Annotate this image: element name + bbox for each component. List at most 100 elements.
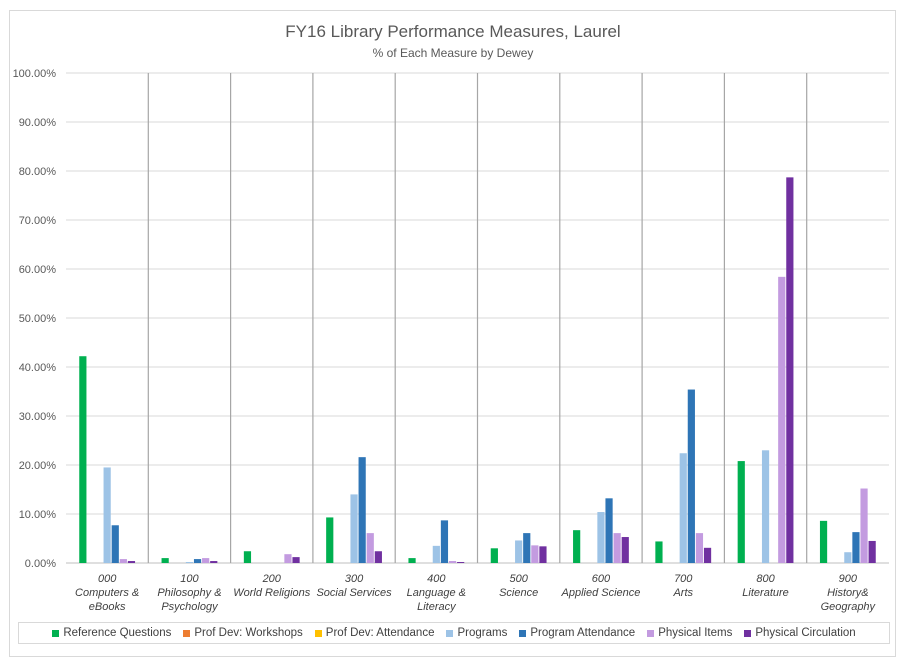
legend-swatch bbox=[519, 629, 527, 637]
x-category-label: History& bbox=[827, 587, 869, 599]
bar-physical-circulation-700 bbox=[703, 547, 712, 563]
bar-programs-600 bbox=[597, 512, 605, 563]
bar-physical-items-000 bbox=[119, 559, 127, 563]
bar-program-attendance-600 bbox=[605, 498, 613, 563]
bar-programs-400 bbox=[432, 545, 440, 563]
bar-physical-circulation-800 bbox=[786, 177, 794, 563]
bar-programs-100 bbox=[185, 562, 194, 563]
bar-program-attendance-900 bbox=[852, 532, 860, 563]
y-tick-label: 10.00% bbox=[19, 509, 57, 521]
x-category-label: Social Services bbox=[316, 587, 392, 599]
x-category-label: 500 bbox=[509, 573, 528, 585]
legend-item: Programs bbox=[446, 627, 507, 639]
bar-programs-700 bbox=[679, 453, 687, 563]
bar-reference-questions-500 bbox=[490, 548, 498, 563]
x-category-label: 800 bbox=[756, 573, 775, 585]
legend-item: Program Attendance bbox=[519, 627, 635, 639]
x-category-label: Computers & bbox=[75, 587, 139, 599]
bar-reference-questions-800 bbox=[737, 461, 745, 563]
x-category-label: 700 bbox=[674, 573, 693, 585]
bar-programs-300 bbox=[350, 494, 358, 563]
legend-item: Prof Dev: Attendance bbox=[314, 627, 435, 639]
y-tick-label: 100.00% bbox=[13, 68, 57, 80]
y-tick-label: 70.00% bbox=[19, 215, 57, 227]
bar-physical-circulation-000 bbox=[127, 561, 136, 563]
y-tick-label: 40.00% bbox=[19, 362, 57, 374]
legend-item: Prof Dev: Workshops bbox=[183, 627, 303, 639]
bar-reference-questions-100 bbox=[161, 558, 169, 563]
legend-swatch bbox=[647, 629, 655, 637]
bar-program-attendance-000 bbox=[111, 525, 119, 563]
bar-reference-questions-900 bbox=[819, 520, 828, 563]
bar-physical-circulation-500 bbox=[539, 546, 547, 563]
y-tick-label: 0.00% bbox=[25, 558, 56, 570]
legend-swatch bbox=[446, 629, 454, 637]
chart-subtitle: % of Each Measure by Dewey bbox=[372, 46, 534, 60]
bar-physical-circulation-400 bbox=[457, 562, 465, 563]
bar-physical-circulation-100 bbox=[210, 561, 218, 563]
legend-label: Program Attendance bbox=[530, 627, 636, 639]
y-tick-label: 50.00% bbox=[19, 313, 57, 325]
legend-label: Physical Circulation bbox=[755, 627, 856, 639]
y-tick-label: 20.00% bbox=[19, 460, 57, 472]
bar-reference-questions-400 bbox=[408, 558, 416, 563]
bar-program-attendance-400 bbox=[440, 520, 449, 563]
bar-programs-900 bbox=[844, 552, 852, 563]
bar-reference-questions-200 bbox=[243, 551, 252, 563]
legend-label: Reference Questions bbox=[63, 627, 172, 639]
legend-swatch bbox=[744, 629, 752, 637]
bar-physical-items-300 bbox=[366, 533, 374, 563]
y-tick-label: 80.00% bbox=[19, 166, 57, 178]
bar-physical-circulation-600 bbox=[621, 537, 629, 563]
x-category-label: 600 bbox=[592, 573, 611, 585]
y-tick-label: 60.00% bbox=[19, 264, 57, 276]
bar-reference-questions-300 bbox=[326, 517, 334, 563]
chart-title: FY16 Library Performance Measures, Laure… bbox=[285, 22, 621, 41]
x-category-label: Language & bbox=[407, 587, 466, 599]
x-category-label: Geography bbox=[821, 601, 877, 613]
legend-swatch bbox=[183, 629, 191, 637]
legend-item: Physical Circulation bbox=[744, 627, 856, 639]
bar-reference-questions-600 bbox=[573, 530, 581, 563]
x-category-label: 000 bbox=[98, 573, 117, 585]
x-category-label: 900 bbox=[839, 573, 858, 585]
y-tick-label: 90.00% bbox=[19, 117, 57, 129]
bar-physical-circulation-300 bbox=[374, 551, 382, 563]
x-category-label: Applied Science bbox=[561, 587, 641, 599]
bar-physical-circulation-900 bbox=[868, 540, 876, 563]
bar-program-attendance-100 bbox=[193, 559, 202, 563]
x-category-label: World Religions bbox=[233, 587, 311, 599]
legend-label: Prof Dev: Attendance bbox=[325, 627, 435, 639]
bar-programs-500 bbox=[515, 540, 523, 563]
x-category-label: Literature bbox=[742, 587, 788, 599]
y-tick-label: 30.00% bbox=[19, 411, 57, 423]
bar-physical-items-600 bbox=[613, 533, 621, 563]
x-category-label: eBooks bbox=[89, 601, 126, 613]
bar-program-attendance-500 bbox=[523, 533, 531, 563]
bar-physical-items-700 bbox=[695, 533, 704, 563]
legend-item: Reference Questions bbox=[52, 627, 171, 639]
x-category-label: 400 bbox=[427, 573, 446, 585]
x-category-label: Science bbox=[499, 587, 538, 599]
bar-reference-questions-000 bbox=[79, 356, 87, 563]
legend-label: Prof Dev: Workshops bbox=[194, 627, 303, 639]
bar-program-attendance-300 bbox=[358, 457, 366, 563]
bar-physical-items-800 bbox=[778, 276, 786, 563]
bar-reference-questions-700 bbox=[655, 541, 663, 563]
bar-program-attendance-700 bbox=[687, 389, 695, 563]
bar-physical-items-400 bbox=[448, 561, 457, 563]
bar-physical-items-900 bbox=[860, 488, 868, 563]
legend-label: Physical Items bbox=[658, 627, 733, 639]
bar-physical-items-100 bbox=[202, 558, 210, 563]
legend-swatch bbox=[314, 629, 322, 637]
legend-label: Programs bbox=[457, 627, 508, 639]
bar-physical-items-500 bbox=[531, 545, 539, 563]
bar-physical-items-200 bbox=[284, 554, 292, 563]
bar-physical-circulation-200 bbox=[292, 557, 300, 563]
x-category-label: Philosophy & bbox=[157, 587, 221, 599]
x-category-label: 100 bbox=[180, 573, 199, 585]
x-category-label: Psychology bbox=[161, 601, 219, 613]
x-category-label: 300 bbox=[345, 573, 364, 585]
legend-swatch bbox=[52, 629, 60, 637]
